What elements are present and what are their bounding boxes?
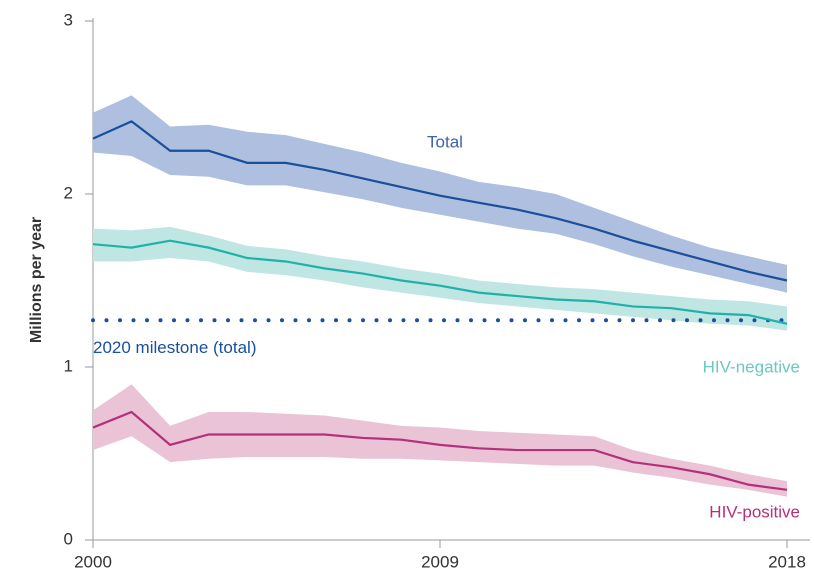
series-label: HIV-negative [703,357,800,376]
uncertainty-band [93,384,787,497]
uncertainty-band [93,95,787,293]
series-label: HIV-positive [709,502,800,521]
y-tick-label: 2 [64,183,73,202]
y-tick-label: 0 [64,529,73,548]
x-tick-label: 2000 [74,552,112,571]
series-label: Total [427,132,463,151]
x-tick-label: 2018 [768,552,806,571]
y-axis-title: Millions per year [28,217,45,343]
reference-label: 2020 milestone (total) [93,338,256,357]
y-tick-label: 3 [64,10,73,29]
series-line [92,120,788,282]
series-line [92,410,788,491]
x-tick-label: 2009 [421,552,459,571]
series-line [92,239,788,325]
y-tick-label: 1 [64,356,73,375]
